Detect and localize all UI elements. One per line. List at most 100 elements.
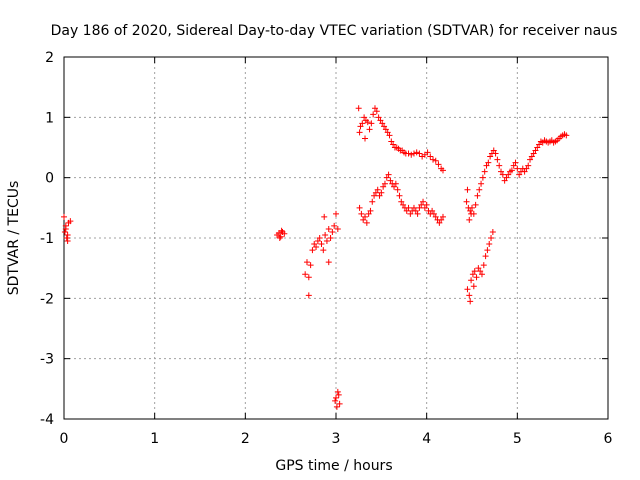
- x-tick-label: 2: [241, 431, 250, 447]
- data-point: [396, 192, 403, 199]
- data-point: [63, 235, 70, 241]
- data-point: [486, 241, 493, 248]
- data-point: [325, 225, 332, 232]
- data-point: [67, 218, 74, 225]
- data-point: [361, 114, 368, 121]
- data-point: [469, 271, 476, 278]
- data-point: [303, 259, 310, 266]
- data-point: [494, 156, 501, 163]
- data-point: [410, 150, 417, 157]
- data-point: [385, 171, 392, 178]
- x-tick-label: 1: [150, 431, 159, 447]
- data-point: [501, 177, 508, 184]
- data-point: [400, 201, 407, 208]
- data-point: [386, 132, 393, 139]
- data-point: [388, 138, 395, 145]
- data-point: [418, 201, 425, 208]
- data-point: [478, 271, 485, 278]
- data-point: [322, 231, 329, 238]
- data-point: [318, 241, 325, 248]
- data-point: [320, 247, 327, 254]
- y-tick-label: 0: [45, 171, 54, 187]
- data-point: [525, 162, 532, 169]
- data-point: [423, 201, 430, 208]
- data-point: [470, 210, 477, 217]
- data-point: [420, 198, 427, 205]
- data-point: [362, 135, 369, 142]
- data-point: [424, 149, 431, 156]
- data-point: [62, 222, 69, 229]
- data-point: [366, 126, 373, 133]
- data-point: [481, 168, 488, 175]
- y-tick-label: 2: [45, 50, 54, 66]
- y-tick-labels: -4 -3 -2 -1 0 1 2: [40, 50, 54, 428]
- data-point: [464, 286, 471, 293]
- data-point: [378, 189, 385, 196]
- data-point: [277, 233, 284, 240]
- y-axis-label: SDTVAR / TECUs: [6, 181, 22, 296]
- data-point: [435, 161, 442, 168]
- data-point: [311, 241, 318, 248]
- data-point: [416, 150, 423, 157]
- chart-title: Day 186 of 2020, Sidereal Day-to-day VTE…: [51, 23, 618, 39]
- data-point: [467, 207, 474, 214]
- data-point: [379, 120, 386, 127]
- data-point: [490, 147, 497, 154]
- y-tick-label: -3: [40, 352, 54, 368]
- data-point: [528, 153, 535, 160]
- data-point: [307, 262, 314, 269]
- data-point: [416, 204, 423, 211]
- data-point: [333, 403, 340, 410]
- data-point: [521, 168, 528, 175]
- data-point: [316, 235, 323, 241]
- data-point: [413, 149, 420, 156]
- data-point: [64, 238, 71, 245]
- data-point: [390, 141, 397, 148]
- data-point: [382, 126, 389, 133]
- data-point: [391, 183, 398, 190]
- data-point: [514, 165, 521, 172]
- data-point: [278, 227, 285, 234]
- data-point: [302, 271, 309, 278]
- data-point: [374, 186, 381, 193]
- data-point: [414, 210, 421, 217]
- data-point: [473, 274, 480, 281]
- data-point: [376, 192, 383, 199]
- data-point: [407, 210, 414, 217]
- data-point: [482, 253, 489, 260]
- data-point: [477, 268, 484, 275]
- y-tick-label: -1: [40, 231, 54, 247]
- data-point: [357, 123, 364, 130]
- x-tick-label: 5: [513, 431, 522, 447]
- x-tick-label: 6: [604, 431, 613, 447]
- y-tick-label: -4: [40, 412, 54, 428]
- data-point: [64, 231, 71, 238]
- data-point: [408, 151, 415, 158]
- data-point: [479, 174, 486, 181]
- data-point: [438, 216, 445, 223]
- data-point: [439, 167, 446, 174]
- data-point: [371, 192, 378, 199]
- data-point: [505, 171, 512, 178]
- data-point: [466, 292, 473, 299]
- data-point: [430, 210, 437, 217]
- data-point: [381, 180, 388, 187]
- data-points: [61, 105, 570, 410]
- data-point: [377, 117, 384, 124]
- data-point: [373, 108, 380, 115]
- data-point: [485, 159, 492, 166]
- data-point: [472, 201, 479, 208]
- data-point: [534, 144, 541, 151]
- data-point: [398, 198, 405, 205]
- data-point: [394, 186, 401, 193]
- data-point: [487, 153, 494, 160]
- data-point: [403, 207, 410, 214]
- data-point: [362, 213, 369, 220]
- data-point: [478, 180, 485, 187]
- data-point: [471, 268, 478, 275]
- data-point: [516, 171, 523, 178]
- data-point: [468, 277, 475, 284]
- data-point: [281, 230, 288, 237]
- data-point: [480, 262, 487, 269]
- data-point: [332, 397, 339, 404]
